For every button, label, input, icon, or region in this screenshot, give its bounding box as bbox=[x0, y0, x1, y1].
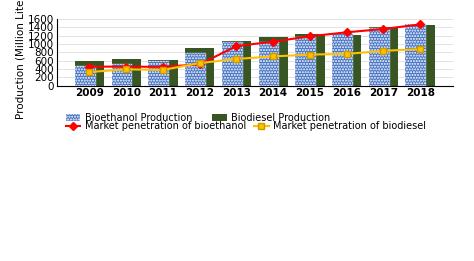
Market penetration of biodiesel bbox=[160, 68, 166, 72]
Market penetration of biodiesel bbox=[417, 48, 423, 51]
Bar bbox=[148, 60, 178, 86]
Market penetration of bioethanol bbox=[87, 65, 92, 68]
Market penetration of bioethanol bbox=[234, 44, 239, 48]
Bar bbox=[75, 66, 96, 86]
Bar bbox=[405, 25, 435, 86]
Bar bbox=[369, 27, 398, 86]
Bar bbox=[185, 48, 214, 86]
Bar bbox=[222, 42, 243, 86]
Bar bbox=[258, 42, 280, 86]
Market penetration of bioethanol bbox=[344, 31, 349, 34]
Bar bbox=[332, 35, 361, 86]
Bar bbox=[75, 61, 104, 86]
Market penetration of bioethanol bbox=[417, 23, 423, 26]
Market penetration of biodiesel bbox=[307, 53, 313, 56]
Market penetration of bioethanol bbox=[270, 40, 276, 43]
Market penetration of biodiesel bbox=[344, 52, 349, 56]
Market penetration of biodiesel bbox=[87, 70, 92, 74]
Bar bbox=[258, 37, 288, 86]
Line: Market penetration of bioethanol: Market penetration of bioethanol bbox=[86, 21, 423, 70]
Market penetration of biodiesel bbox=[234, 57, 239, 61]
Market penetration of biodiesel bbox=[270, 55, 276, 58]
Bar bbox=[185, 53, 206, 86]
Legend: Market penetration of bioethanol, Market penetration of biodiesel: Market penetration of bioethanol, Market… bbox=[62, 117, 430, 135]
Bar bbox=[295, 34, 325, 86]
Market penetration of bioethanol bbox=[197, 63, 202, 66]
Bar bbox=[222, 41, 251, 86]
Market penetration of bioethanol bbox=[160, 65, 166, 68]
Market penetration of biodiesel bbox=[123, 68, 129, 71]
Bar bbox=[332, 33, 353, 86]
Bar bbox=[111, 58, 141, 86]
Line: Market penetration of biodiesel: Market penetration of biodiesel bbox=[86, 46, 423, 75]
Market penetration of bioethanol bbox=[307, 35, 313, 38]
Market penetration of bioethanol bbox=[381, 27, 386, 31]
Bar bbox=[369, 28, 390, 86]
Bar bbox=[111, 64, 133, 86]
Market penetration of bioethanol bbox=[123, 65, 129, 68]
Bar bbox=[148, 61, 169, 86]
Y-axis label: Production (Million Liters): Production (Million Liters) bbox=[15, 0, 25, 119]
Market penetration of biodiesel bbox=[381, 49, 386, 52]
Bar bbox=[295, 37, 316, 86]
Bar bbox=[405, 23, 427, 86]
Market penetration of biodiesel bbox=[197, 62, 202, 65]
